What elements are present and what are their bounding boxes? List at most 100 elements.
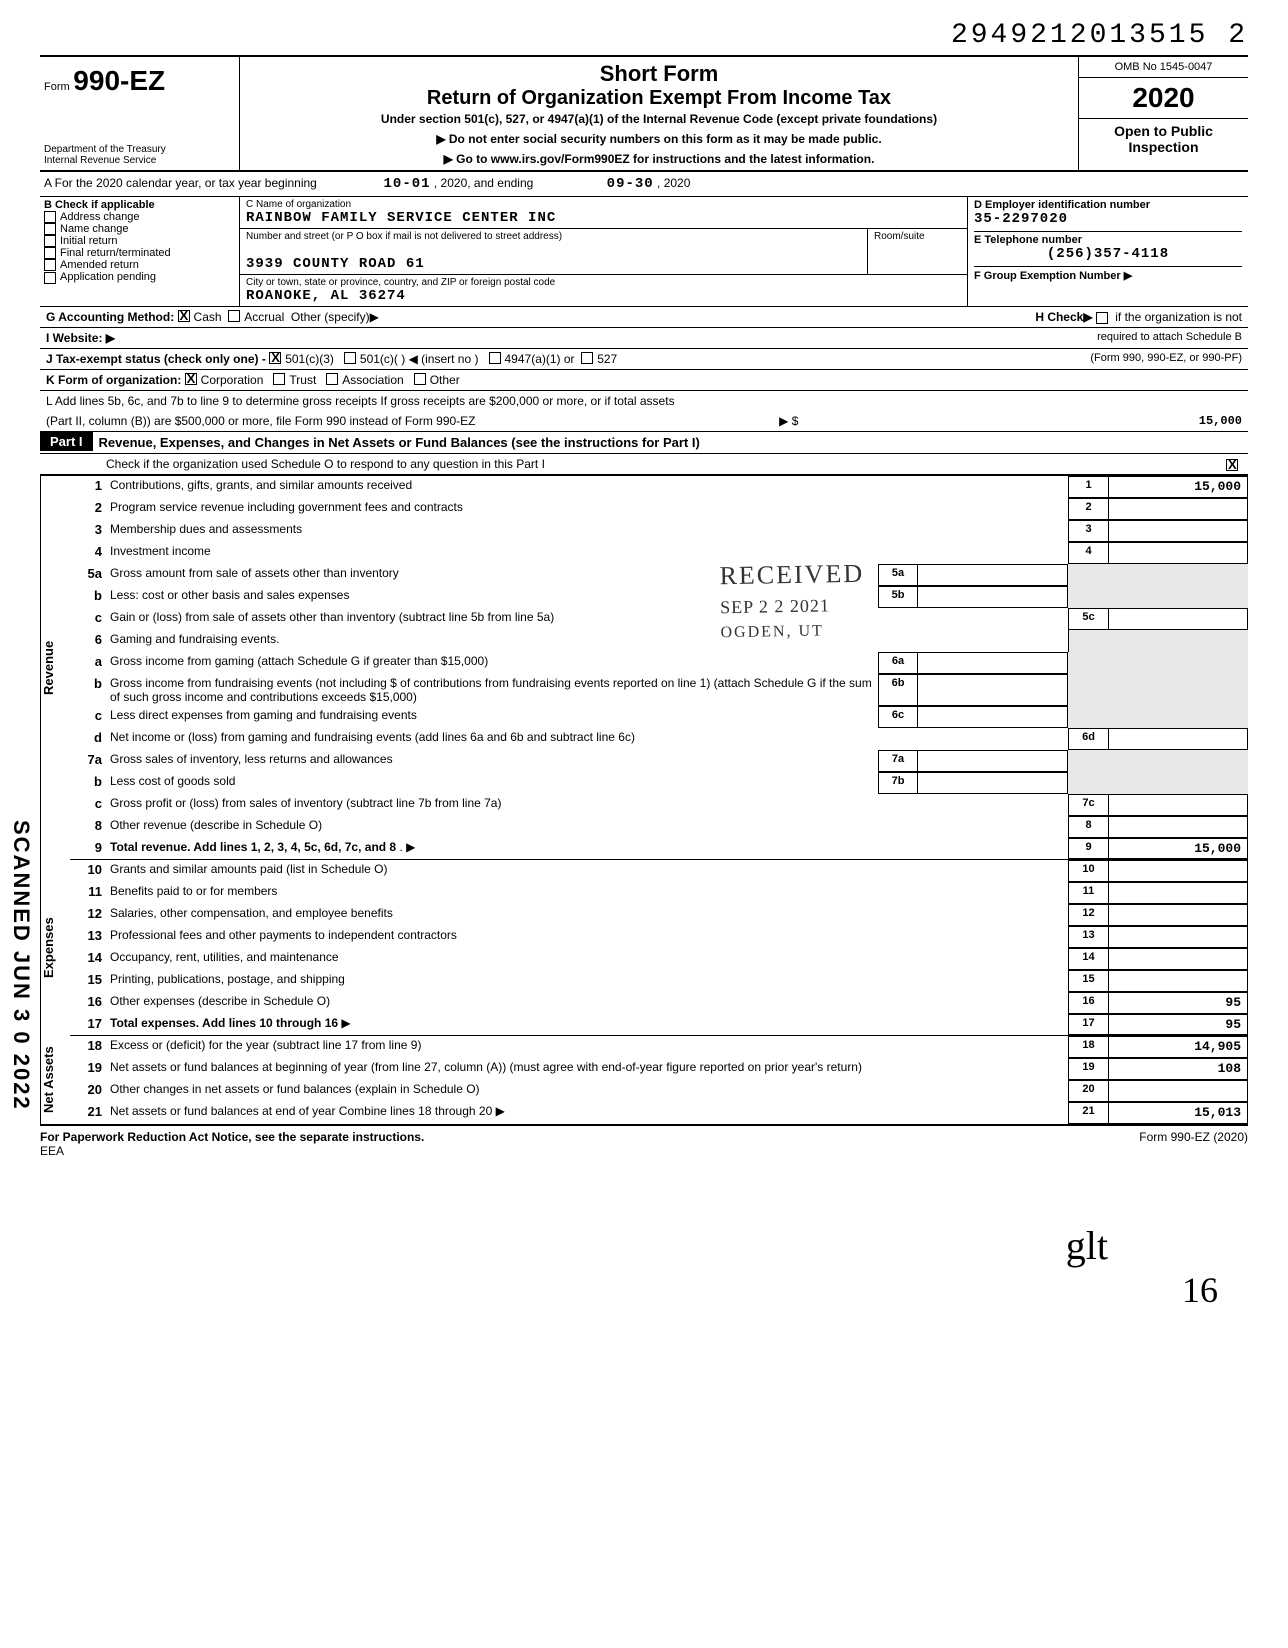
dept-line-2: Internal Revenue Service [44,155,235,166]
e-label: E Telephone number [974,234,1242,246]
ln-14-text: Occupancy, rent, utilities, and maintena… [106,948,1068,970]
ln-4-text: Investment income [106,542,1068,564]
ln-20-text: Other changes in net assets or fund bala… [106,1080,1068,1102]
ln-3-text: Membership dues and assessments [106,520,1068,542]
f-label: F Group Exemption Number ▶ [974,269,1242,282]
ln-1-box: 1 [1068,476,1108,498]
ln-14-box: 14 [1068,948,1108,970]
ln-10-num: 10 [70,860,106,882]
phone: (256)357-4118 [974,246,1242,262]
footer-form-id: Form 990-EZ (2020) [1139,1130,1248,1158]
ln-10-val [1108,860,1248,882]
g-label: G Accounting Method: [46,310,174,324]
ln-6d-box: 6d [1068,728,1108,750]
ln-8-num: 8 [70,816,106,838]
ln-18-box: 18 [1068,1036,1108,1058]
d-label: D Employer identification number [974,199,1242,211]
ln-6a-text: Gross income from gaming (attach Schedul… [106,652,878,674]
opt-501c: 501(c)( ) ◀ (insert no ) [360,352,479,366]
ln-12-val [1108,904,1248,926]
opt-address-change: Address change [60,211,140,223]
check-assoc[interactable] [326,373,338,385]
line-g-h: G Accounting Method: Cash Accrual Other … [40,307,1248,328]
ln-12-box: 12 [1068,904,1108,926]
line-a-prefix: A For the 2020 calendar year, or tax yea… [44,176,317,192]
check-h[interactable] [1096,312,1108,324]
omb-number: OMB No 1545-0047 [1079,57,1248,78]
expenses-block: Expenses 10Grants and similar amounts pa… [40,860,1248,1036]
check-schedule-o[interactable] [1226,459,1238,471]
ln-5b-val [918,586,1068,608]
ln-6-text: Gaming and fundraising events. [106,630,1068,652]
line-a-mid: , 2020, and ending [434,176,533,192]
ln-7c-num: c [70,794,106,816]
check-corp[interactable] [185,373,197,385]
instructions-link: ▶ Go to www.irs.gov/Form990EZ for instru… [248,152,1070,166]
ssn-warning: ▶ Do not enter social security numbers o… [248,132,1070,146]
opt-corp: Corporation [201,373,264,387]
ln-9-text: Total revenue. Add lines 1, 2, 3, 4, 5c,… [110,840,396,854]
j-label: J Tax-exempt status (check only one) - [46,352,266,366]
ln-15-val [1108,970,1248,992]
ln-17-num: 17 [70,1014,106,1035]
ln-17-val: 95 [1108,1014,1248,1035]
opt-other-org: Other [430,373,460,387]
dept-line-1: Department of the Treasury [44,144,235,155]
ln-6b-text: Gross income from fundraising events (no… [106,674,878,706]
h-text-3: (Form 990, 990-EZ, or 990-PF) [1090,352,1242,366]
check-app-pending[interactable] [44,272,56,284]
ln-14-num: 14 [70,948,106,970]
i-label: I Website: ▶ [46,331,115,345]
ln-7c-box: 7c [1068,794,1108,816]
check-527[interactable] [581,352,593,364]
ln-13-text: Professional fees and other payments to … [106,926,1068,948]
check-cash[interactable] [178,310,190,322]
ln-5a-box: 5a [878,564,918,586]
ln-7a-num: 7a [70,750,106,772]
check-501c[interactable] [344,352,356,364]
city-state-zip: ROANOKE, AL 36274 [246,288,961,304]
check-accrual[interactable] [228,310,240,322]
form-header: Form 990-EZ Department of the Treasury I… [40,55,1248,172]
form-label: Form [44,81,70,93]
ln-7a-val [918,750,1068,772]
title-short-form: Short Form [248,61,1070,87]
check-address-change[interactable] [44,211,56,223]
footer-paperwork: For Paperwork Reduction Act Notice, see … [40,1130,424,1144]
h-label: H Check▶ [1035,310,1092,324]
check-amended[interactable] [44,259,56,271]
check-trust[interactable] [273,373,285,385]
tracking-number: 2949212013515 2 [40,20,1248,51]
b-label: B Check if applicable [44,199,235,211]
check-name-change[interactable] [44,223,56,235]
ln-15-num: 15 [70,970,106,992]
part-1-header: Part I Revenue, Expenses, and Changes in… [40,432,1248,454]
ln-7b-text: Less cost of goods sold [106,772,878,794]
line-l-1: L Add lines 5b, 6c, and 7b to line 9 to … [40,391,1248,411]
open-to-public: Open to Public Inspection [1079,119,1248,159]
h-text: if the organization is not [1115,310,1242,324]
check-final-return[interactable] [44,247,56,259]
ln-8-val [1108,816,1248,838]
opt-4947: 4947(a)(1) or [505,352,575,366]
line-j: J Tax-exempt status (check only one) - 5… [40,349,1248,370]
ln-6c-box: 6c [878,706,918,728]
scanned-stamp: SCANNED JUN 3 0 2022 [8,820,34,1111]
ln-4-num: 4 [70,542,106,564]
ln-6d-text: Net income or (loss) from gaming and fun… [106,728,1068,750]
ln-9-num: 9 [70,838,106,859]
check-501c3[interactable] [269,352,281,364]
ln-1-text: Contributions, gifts, grants, and simila… [106,476,1068,498]
ln-19-num: 19 [70,1058,106,1080]
handwritten-page-number: 16 [40,1269,1248,1311]
ln-5b-box: 5b [878,586,918,608]
ln-15-text: Printing, publications, postage, and shi… [106,970,1068,992]
ln-19-val: 108 [1108,1058,1248,1080]
check-initial-return[interactable] [44,235,56,247]
opt-name-change: Name change [60,223,129,235]
handwritten-initials: glt [40,1222,1248,1269]
room-suite-label: Room/suite [867,229,967,274]
check-4947[interactable] [489,352,501,364]
check-other-org[interactable] [414,373,426,385]
ln-21-box: 21 [1068,1102,1108,1124]
